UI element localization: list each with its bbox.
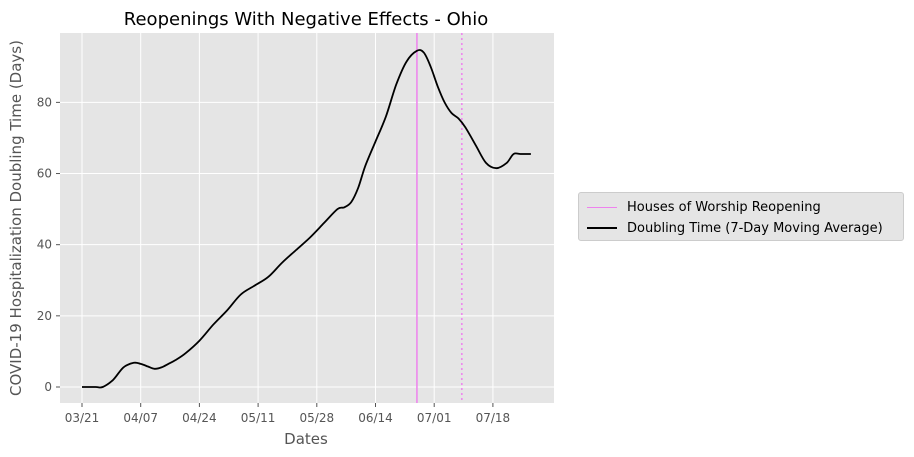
y-tick-label: 40 (37, 238, 52, 252)
x-tick-label: 07/01 (417, 411, 452, 425)
y-tick-label: 0 (44, 380, 52, 394)
legend-item-houses-of-worship: Houses of Worship Reopening (587, 197, 821, 217)
y-tick-label: 20 (37, 309, 52, 323)
x-tick-label: 03/21 (65, 411, 100, 425)
y-tick-label: 80 (37, 95, 52, 109)
legend-swatch-violet (587, 206, 617, 208)
y-tick-label: 60 (37, 167, 52, 181)
legend-swatch-black (587, 227, 617, 229)
x-axis-label: Dates (284, 430, 328, 448)
legend-item-doubling-time: Doubling Time (7-Day Moving Average) (587, 218, 883, 238)
legend-label: Houses of Worship Reopening (627, 199, 821, 215)
legend-label: Doubling Time (7-Day Moving Average) (627, 220, 883, 236)
x-tick-label: 06/14 (358, 411, 393, 425)
x-tick-label: 07/18 (476, 411, 511, 425)
plot-area (60, 33, 554, 403)
x-tick-label: 05/28 (300, 411, 335, 425)
x-tick-label: 05/11 (241, 411, 276, 425)
y-axis-label: COVID-19 Hospitalization Doubling Time (… (7, 40, 25, 396)
series-line-doubling-time (81, 49, 531, 389)
legend: Houses of Worship Reopening Doubling Tim… (578, 192, 904, 241)
chart-title: Reopenings With Negative Effects - Ohio (124, 9, 488, 30)
x-tick-label: 04/24 (182, 411, 217, 425)
x-tick-label: 04/07 (123, 411, 158, 425)
